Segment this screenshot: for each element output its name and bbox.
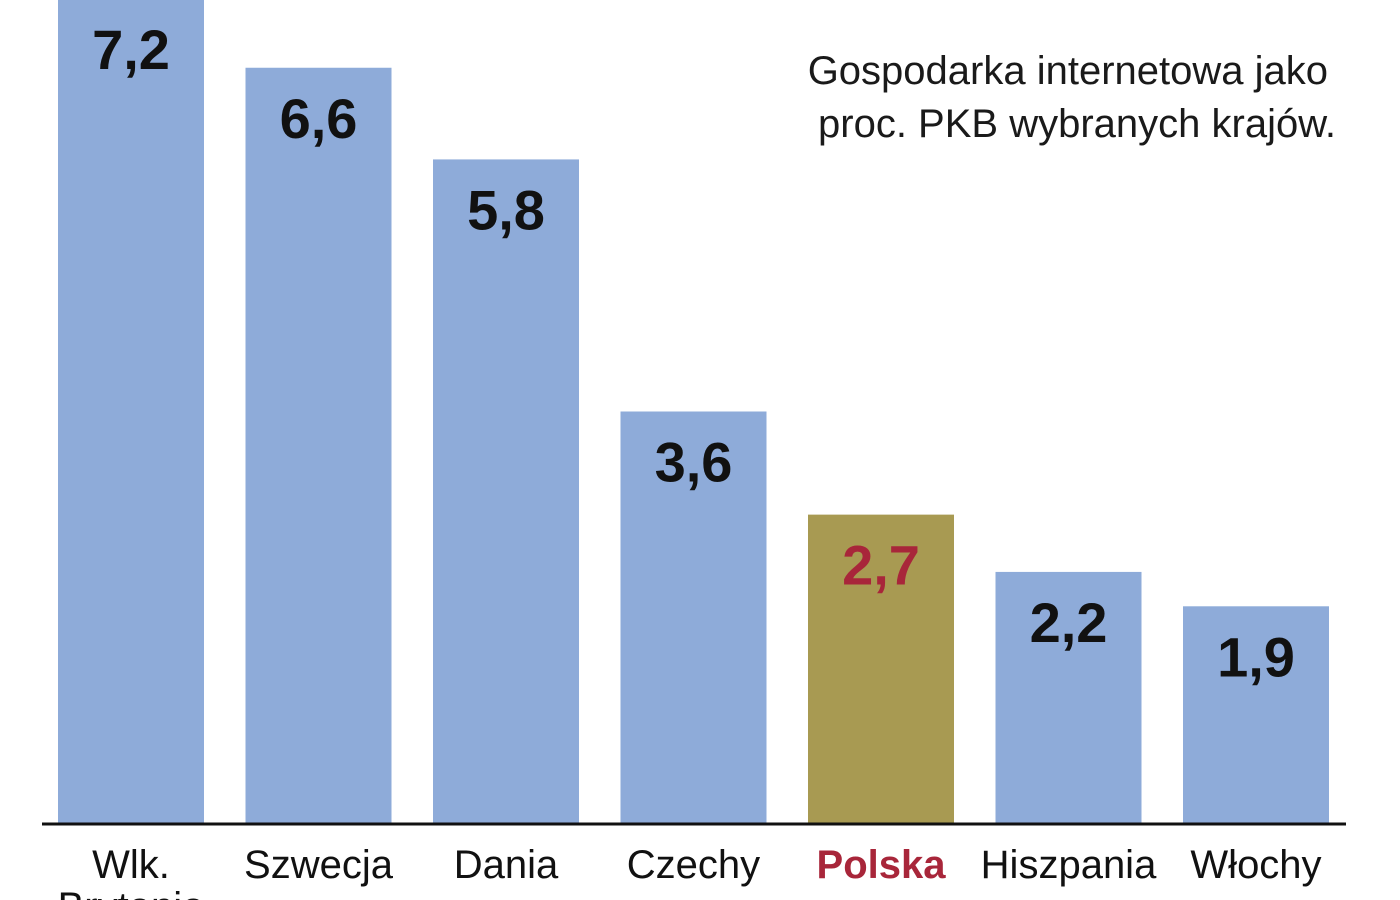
bar-2 (245, 67, 392, 824)
bar-7 (1183, 606, 1329, 824)
bar-value-label-2: 6,6 (280, 87, 358, 150)
value-labels-layer: 7,2 6,6 5,8 3,6 2,7 2,2 1,9 (92, 18, 1295, 688)
category-labels-layer: Wlk.Brytania Szwecja Dania Czechy Polska Hisz… (58, 843, 1322, 900)
bar-4 (620, 411, 767, 824)
category-label-5: Polska (817, 843, 947, 887)
bar-value-label-5: 2,7 (842, 534, 920, 597)
bar-1 (58, 0, 204, 824)
bars-layer (58, 0, 1329, 824)
bar-3 (433, 159, 579, 824)
category-label-6: Hiszpania (981, 843, 1157, 887)
bar-value-label-3: 5,8 (467, 178, 545, 241)
bar-6 (995, 571, 1142, 824)
bar-value-label-4: 3,6 (655, 431, 733, 494)
category-label-7: Włochy (1190, 843, 1321, 887)
category-label-2: Szwecja (244, 843, 394, 887)
chart-title-line-2: proc. PKB wybranych krajów. (818, 102, 1336, 146)
bar-value-label-6: 2,2 (1030, 591, 1108, 654)
bar-5 (808, 514, 954, 824)
category-label-1-line-2: Brytania (58, 885, 205, 900)
bar-value-label-7: 1,9 (1217, 625, 1295, 688)
category-label-1-line-1: Wlk. (92, 843, 170, 887)
chart-title-line-1: Gospodarka internetowa jako (808, 49, 1328, 93)
category-label-4: Czechy (627, 843, 760, 887)
category-label-3: Dania (454, 843, 559, 887)
bar-value-label-1: 7,2 (92, 18, 170, 81)
